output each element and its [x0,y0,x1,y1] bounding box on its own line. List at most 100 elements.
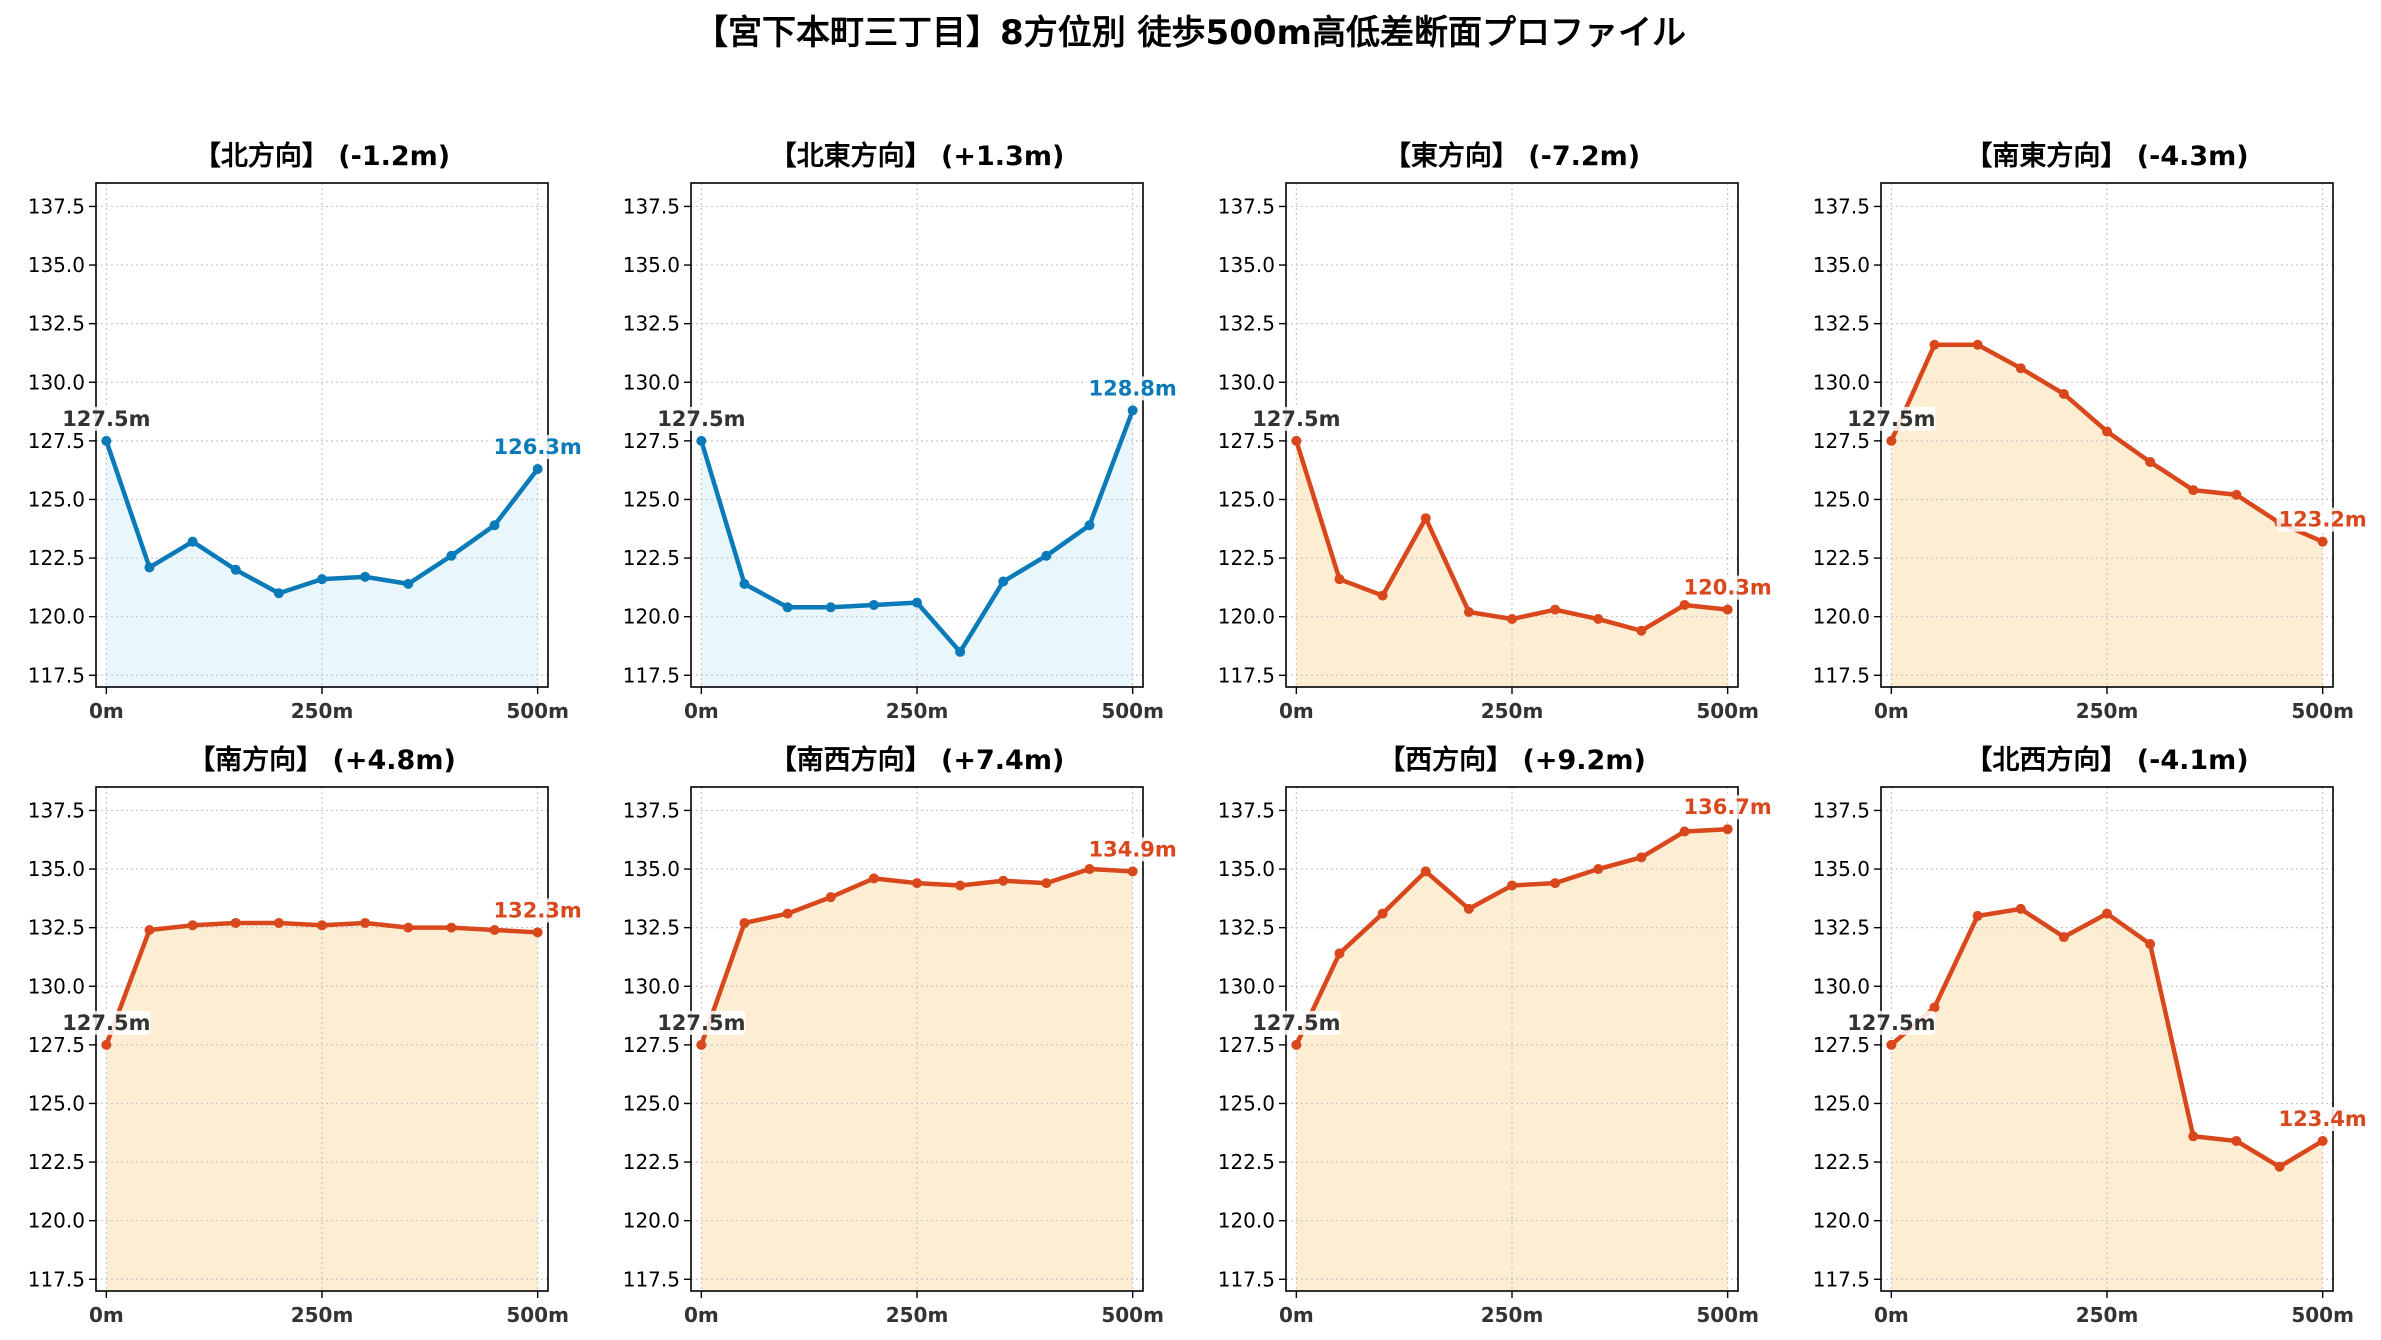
data-point [998,875,1009,886]
end-label-bg [2276,1106,2369,1131]
data-point [696,1039,707,1050]
y-tick-label: 130.0 [623,370,680,394]
y-tick-label: 135.0 [28,253,85,277]
data-point [1972,339,1983,350]
data-point [2188,485,2199,496]
y-tick-label: 117.5 [1813,1267,1870,1291]
y-tick-label: 127.5 [1218,429,1275,453]
y-tick-label: 125.0 [28,487,85,511]
profile-chart-8: 【北西方向】 (-4.1m)117.5120.0122.5125.0127.51… [1813,744,2369,1327]
data-point [230,564,241,575]
start-label-bg [1847,406,1936,431]
x-tick-label: 250m [886,1303,949,1327]
data-point [2058,388,2069,399]
data-point [532,463,543,474]
y-tick-label: 135.0 [623,857,680,881]
start-label-bg [62,406,151,431]
x-tick-label: 500m [506,699,569,723]
data-point [1550,604,1561,615]
figure-title-text: 【宮下本町三丁目】8方位別 徒歩500m高低差断面プロファイル [694,13,1686,53]
area-fill [106,440,538,687]
x-tick-label: 250m [291,699,354,723]
data-point [360,571,371,582]
data-point [101,1039,112,1050]
chart-title: 【南東方向】 (-4.3m) [1965,140,2248,172]
y-tick-label: 120.0 [28,1209,85,1233]
chart-title: 【北西方向】 (-4.1m) [1965,744,2248,776]
end-label: 123.4m [2278,1107,2366,1131]
y-tick-label: 137.5 [28,194,85,218]
x-tick-label: 0m [684,699,719,723]
profile-chart-5: 【南方向】 (+4.8m) 117.5 120.0 122.5 125.0 127.5 13… [28,744,584,1327]
end-label-bg [491,434,584,459]
data-point [2015,363,2026,374]
start-label: 127.5m [62,1011,150,1035]
y-tick-label: 132.5 [1218,312,1275,336]
data-point [1463,606,1474,617]
data-point [273,917,284,928]
end-label: 123.2m [2278,508,2366,532]
start-label-bg [657,1010,746,1035]
data-point [1886,1039,1897,1050]
y-tick-label: 137.5 [1813,194,1870,218]
y-tick-label: 125.0 [623,1091,680,1115]
data-point [782,602,793,613]
data-point [1041,878,1052,889]
y-tick-label: 125.0 [1813,487,1870,511]
y-tick-label: 135.0 [1218,857,1275,881]
y-tick-label: 127.5 [623,1033,680,1057]
data-point [1291,435,1302,446]
data-point [532,927,543,938]
chart-title: 【北方向】 (-1.2m) [194,140,450,172]
x-tick-label: 500m [2291,1303,2354,1327]
start-label-bg [657,406,746,431]
x-tick-label: 0m [89,1303,124,1327]
y-tick-label: 137.5 [1218,194,1275,218]
data-point [144,924,155,935]
y-tick-label: 127.5 [623,429,680,453]
y-tick-label: 137.5 [28,798,85,822]
data-point [230,917,241,928]
data-point [1593,864,1604,875]
data-point [825,892,836,903]
data-point [446,922,457,933]
y-tick-label: 127.5 [1813,429,1870,453]
y-tick-label: 132.5 [1813,916,1870,940]
end-label-bg [1681,575,1774,600]
data-point [446,550,457,561]
data-point [101,435,112,446]
end-label-bg [491,898,584,923]
start-label-bg [1847,1010,1936,1035]
data-point [1550,878,1561,889]
x-tick-label: 250m [2076,1303,2139,1327]
data-point [1084,520,1095,531]
y-tick-label: 125.0 [1218,1091,1275,1115]
y-tick-label: 135.0 [623,253,680,277]
y-tick-label: 120.0 [28,605,85,629]
y-tick-label: 132.5 [1813,312,1870,336]
data-point [360,917,371,928]
data-point [2102,908,2112,919]
data-point [1929,1002,1940,1013]
y-tick-label: 120.0 [1218,605,1275,629]
y-tick-label: 137.5 [623,798,680,822]
data-point [955,880,966,891]
data-point [912,878,922,889]
area-fill [701,410,1133,687]
x-tick-label: 250m [886,699,949,723]
x-tick-label: 500m [1696,1303,1759,1327]
start-label-bg [1252,1010,1341,1035]
y-tick-label: 130.0 [1218,370,1275,394]
end-label-bg [1681,795,1774,820]
data-point [489,924,500,935]
area-fill [701,869,1133,1291]
data-point [187,920,198,931]
y-tick-label: 117.5 [28,1267,85,1291]
x-tick-label: 500m [1101,699,1164,723]
y-tick-label: 132.5 [1218,916,1275,940]
y-tick-label: 122.5 [28,1150,85,1174]
start-label: 127.5m [657,407,745,431]
data-point [1507,880,1517,891]
data-point [317,574,327,585]
end-label-bg [1086,376,1179,401]
